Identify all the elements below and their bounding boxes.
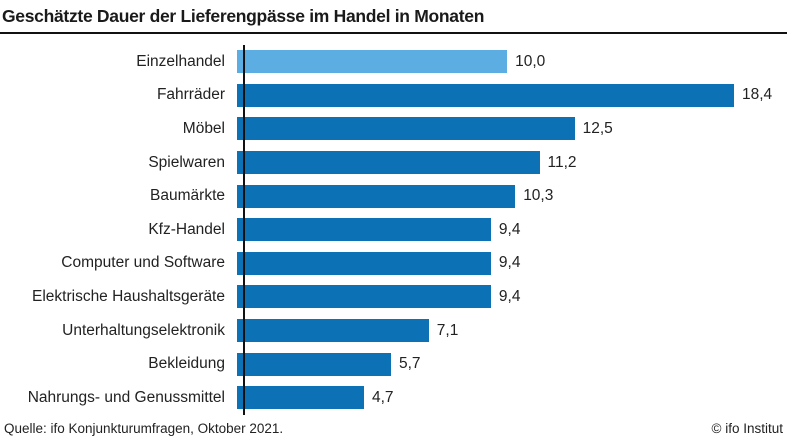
value-label: 9,4 [498,287,521,305]
bar [237,151,540,175]
bar-track: 9,4 [235,247,787,281]
chart-row: Spielwaren 11,2 [0,146,787,180]
chart-row: Baumärkte 10,3 [0,179,787,213]
value-label: 10,0 [515,52,546,70]
category-label: Computer und Software [61,254,225,272]
bar [237,251,491,275]
bar-track: 7,1 [235,314,787,348]
value-label: 4,7 [372,388,394,406]
bar-chart: Einzelhandel 10,0 Fahrräder 18,4 Möbel 1… [0,45,787,415]
bar [237,50,508,74]
category-label: Bekleidung [148,355,225,373]
bar [237,319,429,343]
chart-row: Kfz-Handel 9,4 [0,213,787,247]
bar-track: 9,4 [235,213,787,247]
chart-footer: Quelle: ifo Konjunkturumfragen, Oktober … [0,415,787,436]
source-note: Quelle: ifo Konjunkturumfragen, Oktober … [4,421,284,436]
bar-track: 10,3 [235,179,787,213]
value-label: 5,7 [399,355,421,373]
bar-track: 12,5 [235,112,787,146]
category-label: Spielwaren [148,153,225,171]
value-label: 18,4 [742,86,773,104]
value-label: 12,5 [582,119,613,137]
category-label: Baumärkte [150,187,225,205]
chart-title: Geschätzte Dauer der Lieferengpässe im H… [2,6,485,26]
bar-track: 9,4 [235,280,787,314]
value-label: 9,4 [498,254,521,272]
chart-row: Einzelhandel 10,0 [0,45,787,79]
chart-row: Nahrungs- und Genussmittel 4,7 [0,381,787,415]
bar-track: 11,2 [235,146,787,180]
bar-track: 10,0 [235,45,787,79]
bar [237,352,391,376]
value-label: 9,4 [498,220,521,238]
value-label: 7,1 [436,321,459,339]
chart-row: Computer und Software 9,4 [0,247,787,281]
chart-header: Geschätzte Dauer der Lieferengpässe im H… [0,0,787,34]
chart-row: Unterhaltungselektronik 7,1 [0,314,787,348]
bar-track: 18,4 [235,79,787,113]
bar [237,184,516,208]
category-label: Möbel [182,119,225,137]
bar [237,218,491,242]
bar [237,285,491,309]
category-label: Unterhaltungselektronik [62,321,225,339]
category-label: Nahrungs- und Genussmittel [27,388,225,406]
value-label: 11,2 [547,153,577,171]
category-label: Elektrische Haushaltsgeräte [32,287,225,305]
chart-row: Möbel 12,5 [0,112,787,146]
chart-row: Elektrische Haushaltsgeräte 9,4 [0,280,787,314]
chart-row: Fahrräder 18,4 [0,79,787,113]
bar [237,117,575,141]
bar-track: 4,7 [235,381,787,415]
category-label: Einzelhandel [136,52,225,70]
value-label: 10,3 [523,187,554,205]
category-label: Kfz-Handel [148,220,225,238]
bar [237,83,734,107]
y-axis-line [243,45,245,415]
chart-row: Bekleidung 5,7 [0,347,787,381]
bar-track: 5,7 [235,347,787,381]
category-label: Fahrräder [156,86,225,104]
bar [237,386,364,410]
copyright-note: © ifo Institut [711,421,783,436]
